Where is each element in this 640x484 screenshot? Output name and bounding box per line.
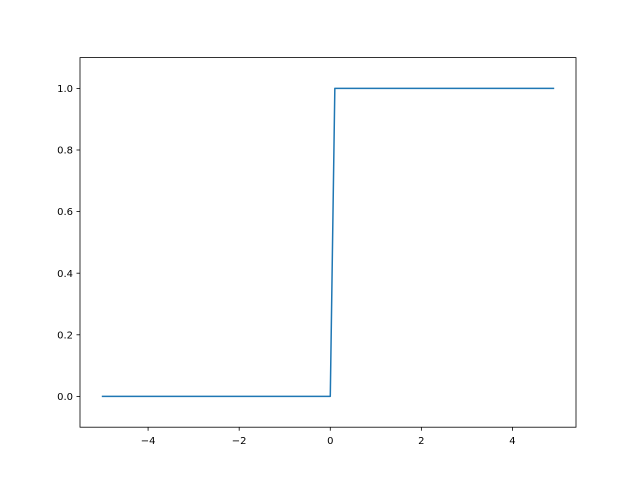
y-tick-label: 0.4 [57,269,73,280]
x-tick-label: 4 [509,436,515,447]
y-tick-label: 1.0 [57,84,73,95]
x-tick-label: −2 [232,436,247,447]
axes-frame [79,57,577,428]
series-line-0 [101,87,555,398]
y-tick-label: 0.6 [57,207,73,218]
y-tick-label: 0.2 [57,330,73,341]
y-axis: 0.0 0.2 0.4 0.6 0.8 1.0 [57,84,80,403]
y-tick-label: 0.0 [57,392,73,403]
y-tick-label: 0.8 [57,146,73,157]
x-tick-label: 2 [418,436,424,447]
x-axis: −4 −2 0 2 4 [141,427,516,447]
series-layer [101,87,555,398]
x-tick-label: −4 [141,436,156,447]
x-tick-label: 0 [327,436,333,447]
